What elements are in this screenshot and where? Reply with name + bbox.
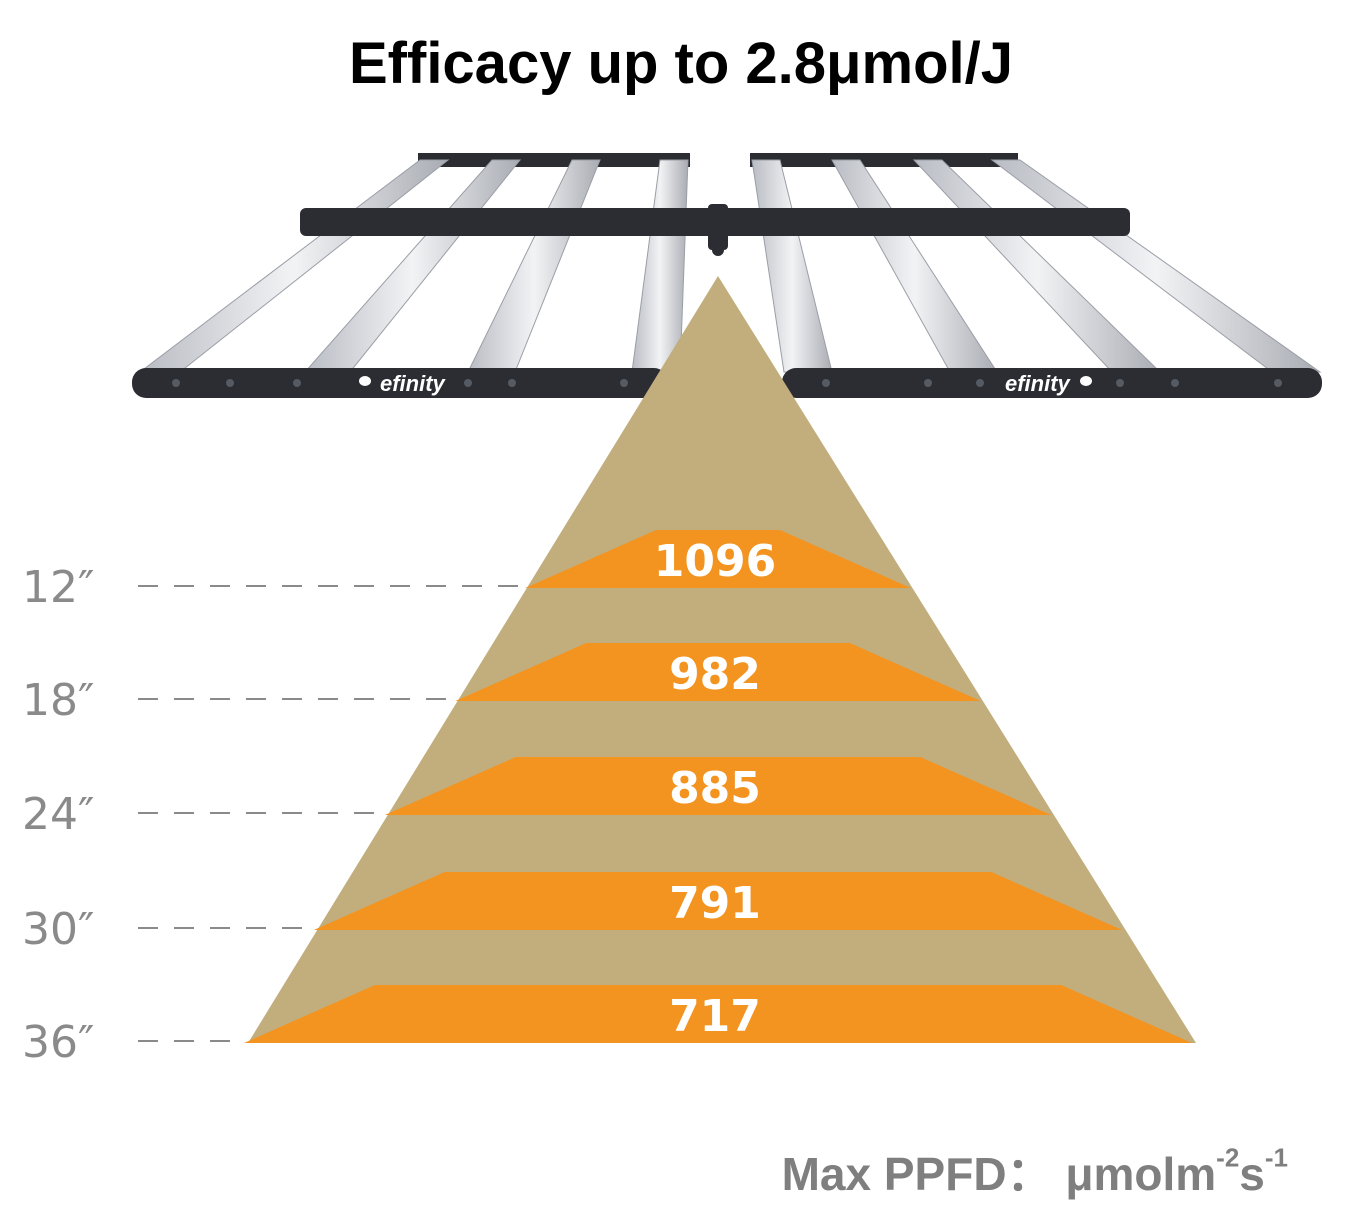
- ppfd-value: 1096: [654, 536, 776, 587]
- unit-base: μmolm: [1065, 1148, 1217, 1200]
- front-rail-left: efinity: [132, 368, 668, 398]
- ppfd-band: [313, 872, 1123, 930]
- ppfd-band: [384, 757, 1052, 815]
- brand-logo-left: efinity: [380, 371, 447, 396]
- brand-logo-dot: [1080, 376, 1092, 386]
- distance-rows: 12″ 18″ 24″ 30″ 36″: [22, 562, 526, 1068]
- unit-mid: s: [1239, 1148, 1265, 1200]
- front-rail-right: efinity: [782, 368, 1322, 398]
- ppfd-band: [525, 530, 911, 588]
- back-rail-right: [750, 153, 1018, 167]
- unit-exponent-1: -2: [1216, 1142, 1240, 1173]
- ppfd-value: 982: [669, 649, 761, 700]
- title: Efficacy up to 2.8μmol/J: [349, 31, 1013, 96]
- distance-label: 36″: [22, 1017, 94, 1068]
- ppfd-value: 717: [669, 991, 761, 1042]
- unit-note: Max PPFD： μmolm-2s-1: [782, 1138, 1288, 1204]
- center-crossbar: [300, 204, 1130, 256]
- ppfd-band: [244, 985, 1192, 1043]
- ppfd-band: [455, 643, 981, 701]
- back-rail-left: [418, 153, 690, 167]
- distance-label: 18″: [22, 675, 94, 726]
- brand-logo-right: efinity: [1005, 371, 1072, 396]
- ppfd-value: 885: [669, 763, 761, 814]
- light-bars-left: [138, 159, 689, 373]
- light-bars-right: [751, 159, 1322, 373]
- distance-label: 30″: [22, 904, 94, 955]
- ppfd-value: 791: [669, 878, 761, 929]
- grow-light-fixture: efinity efinity: [132, 153, 1322, 398]
- distance-label: 12″: [22, 562, 94, 613]
- ppfd-bands: 1096 982 885 791 717: [244, 530, 1192, 1043]
- unit-exponent-2: -1: [1264, 1142, 1288, 1173]
- unit-note-label: Max PPFD：: [781, 1148, 1053, 1200]
- brand-logo-dot: [359, 376, 371, 386]
- distance-label: 24″: [22, 789, 94, 840]
